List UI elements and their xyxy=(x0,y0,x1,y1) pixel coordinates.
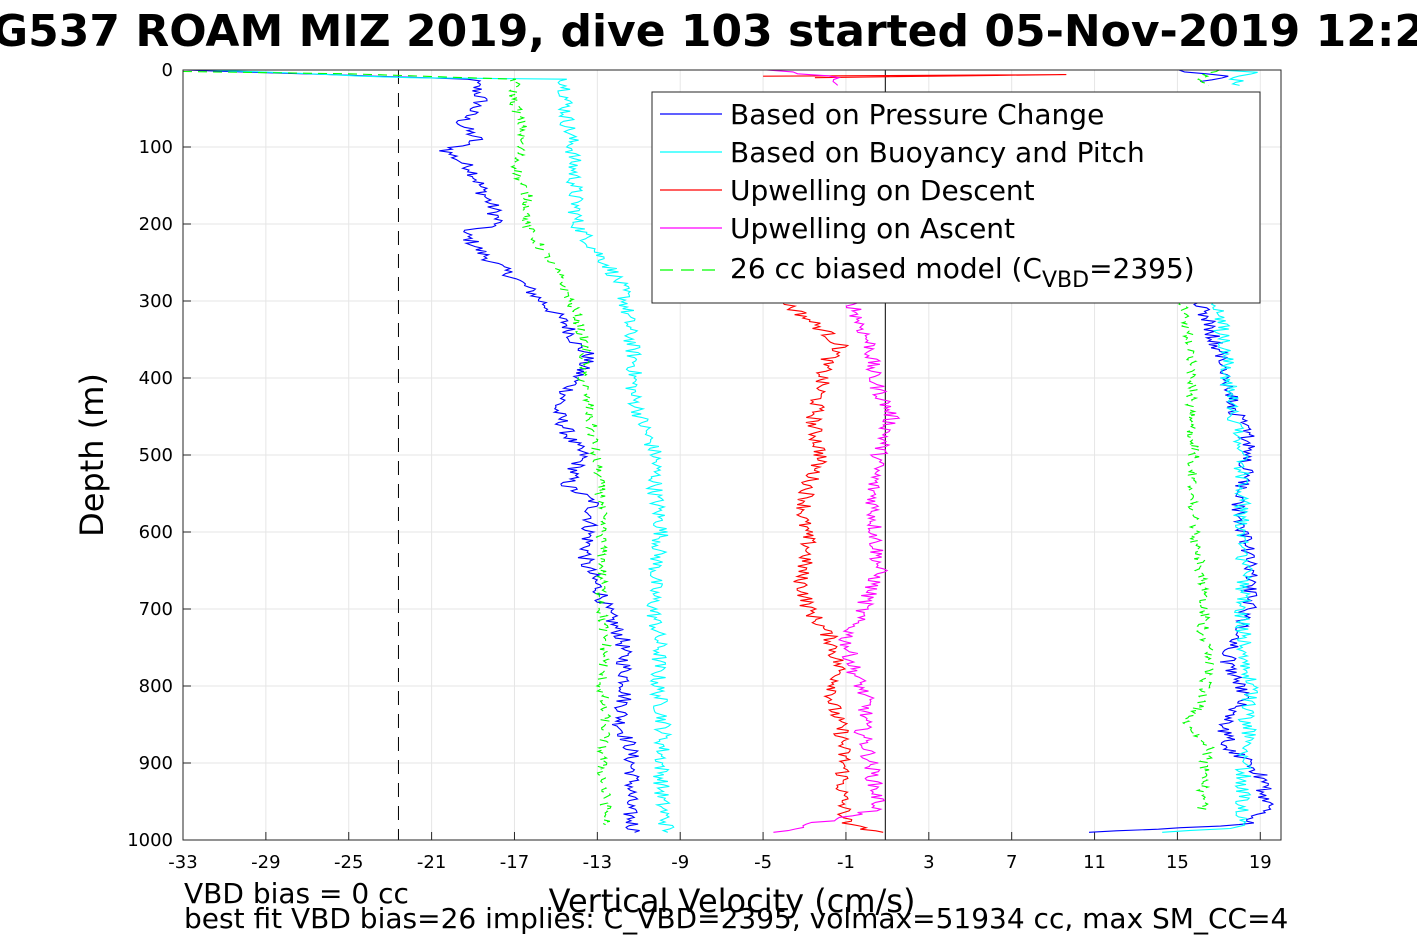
x-tick-label: 19 xyxy=(1249,852,1272,873)
series-4-descent-line xyxy=(183,70,613,826)
x-tick-label: -29 xyxy=(251,852,280,873)
y-axis-label: Depth (m) xyxy=(73,373,111,537)
legend-box xyxy=(651,91,1261,304)
x-axis-label: Vertical Velocity (cm/s) xyxy=(549,882,916,920)
series-layer xyxy=(183,70,1275,833)
x-tick-label: -5 xyxy=(754,852,772,873)
legend-model-subscript: VBD xyxy=(1042,268,1089,293)
x-tick-label: -13 xyxy=(583,852,612,873)
series-3-descent-line xyxy=(766,70,842,86)
x-tick-label: 7 xyxy=(1006,852,1017,873)
y-tick-label: 600 xyxy=(139,522,173,543)
y-tick-label: 0 xyxy=(162,60,173,81)
legend-label-biased-model: 26 cc biased model (CVBD=2395) xyxy=(730,252,1195,293)
series-2-descent-line xyxy=(763,74,1067,79)
series-0-descent-line xyxy=(185,70,640,833)
x-tick-label: -21 xyxy=(417,852,446,873)
y-tick-label: 900 xyxy=(139,753,173,774)
best-fit-note: best fit VBD bias=26 implies: C_VBD=2395… xyxy=(184,902,1289,935)
vbd-bias-note: VBD bias = 0 cc xyxy=(184,877,409,910)
series-3-ascent-line xyxy=(773,300,901,833)
chart-title: SG537 ROAM MIZ 2019, dive 103 started 05… xyxy=(0,6,1417,57)
plot-frame xyxy=(182,69,1282,841)
series-0-surface-line xyxy=(1178,70,1229,83)
legend-label: Based on Buoyancy and Pitch xyxy=(730,136,1145,169)
y-tick-label: 700 xyxy=(139,599,173,620)
y-tick-label: 1000 xyxy=(127,830,173,851)
y-tick-label: 500 xyxy=(139,445,173,466)
x-tick-label: 3 xyxy=(923,852,934,873)
y-tick-labels: 0 100 200 300 400 500 600 700 800 900 1000 xyxy=(127,60,173,851)
y-tick-label: 800 xyxy=(139,676,173,697)
series-2-ascent-line xyxy=(782,300,884,833)
legend-label: Upwelling on Descent xyxy=(730,174,1035,207)
x-tick-label: -33 xyxy=(168,852,197,873)
y-tick-label: 300 xyxy=(139,291,173,312)
legend-label: Upwelling on Ascent xyxy=(730,212,1015,245)
x-tick-label: 15 xyxy=(1166,852,1189,873)
x-tick-label: -1 xyxy=(837,852,855,873)
legend-label: Based on Pressure Change xyxy=(730,98,1104,131)
series-1-ascent-line xyxy=(1162,300,1259,833)
series-1-surface-line xyxy=(1218,70,1258,86)
series-4-ascent-line xyxy=(1178,300,1216,810)
series-1-descent-line xyxy=(206,70,675,833)
x-tick-label: -25 xyxy=(334,852,363,873)
y-tick-label: 200 xyxy=(139,214,173,235)
x-tick-label: -9 xyxy=(671,852,689,873)
series-0-ascent-line xyxy=(1088,300,1275,833)
x-tick-label: 11 xyxy=(1083,852,1106,873)
x-tick-labels: -33 -29 -25 -21 -17 -13 -9 -5 -1 3 7 11 15 19 xyxy=(168,852,1271,873)
y-tick-label: 100 xyxy=(139,137,173,158)
series-4-surface-line xyxy=(1196,70,1220,86)
y-tick-label: 400 xyxy=(139,368,173,389)
x-tick-label: -17 xyxy=(500,852,529,873)
legend-model-suffix: =2395) xyxy=(1089,252,1195,285)
legend-model-prefix: 26 cc biased model (C xyxy=(730,252,1042,285)
legend: Based on Pressure Change Based on Buoyanc… xyxy=(651,91,1261,304)
